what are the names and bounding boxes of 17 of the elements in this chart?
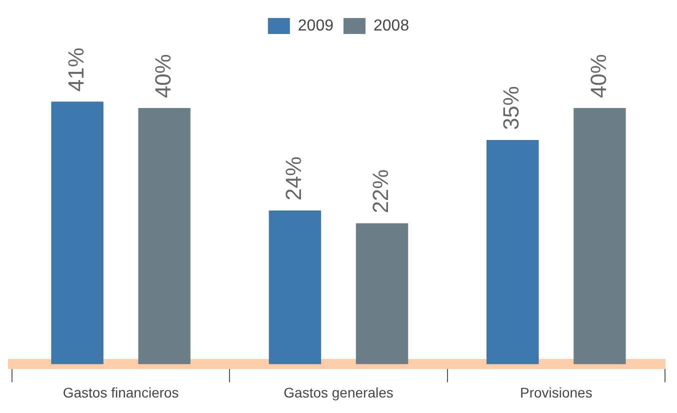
x-tick-label: Gastos financieros: [62, 384, 179, 400]
data-label: 35%: [498, 86, 524, 130]
data-label: 24%: [281, 156, 306, 201]
data-label: 22%: [368, 169, 394, 214]
bar: [138, 108, 190, 364]
bar: [268, 210, 322, 364]
data-label: 40%: [586, 54, 611, 98]
bar: [356, 223, 408, 364]
bar: [486, 140, 539, 364]
legend-label: 2009: [298, 17, 334, 34]
data-label: 40%: [150, 54, 176, 98]
x-tick-label: Gastos generales: [284, 384, 394, 400]
legend-label: 2008: [374, 17, 410, 34]
x-tick-label: Provisiones: [520, 384, 592, 400]
bar: [51, 102, 104, 364]
data-label: 41%: [63, 48, 88, 92]
bar: [574, 108, 626, 364]
